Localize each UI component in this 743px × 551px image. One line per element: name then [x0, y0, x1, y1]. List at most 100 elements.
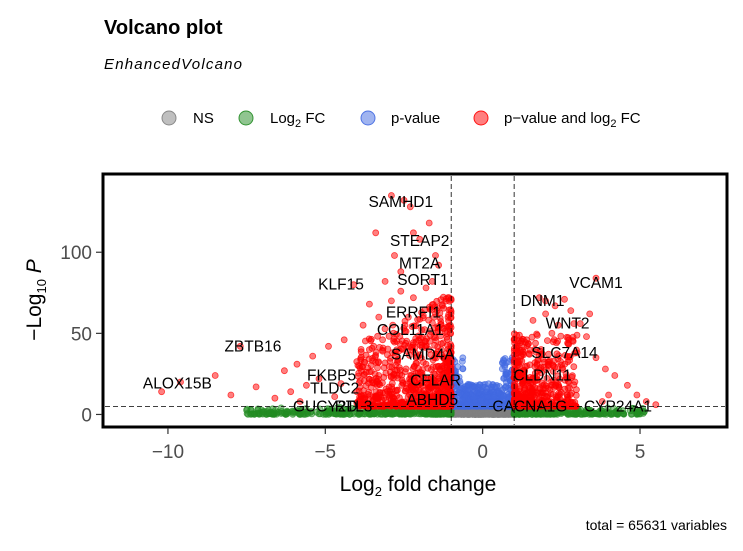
data-point — [570, 363, 578, 371]
gene-label: WNT2 — [546, 316, 590, 333]
gene-label: CFLAR — [410, 372, 461, 389]
data-point — [361, 410, 369, 418]
x-tick-label: −10 — [152, 442, 184, 463]
data-point — [447, 306, 454, 314]
data-point — [445, 317, 453, 325]
gene-label: TLDC2 — [310, 381, 359, 398]
data-point — [477, 396, 485, 404]
x-axis-title: Log2 fold change — [340, 473, 497, 499]
data-point — [456, 377, 464, 385]
y-tick-label: 0 — [81, 405, 92, 426]
chart-title: Volcano plot — [104, 17, 223, 39]
data-point — [362, 368, 370, 376]
data-point — [211, 372, 219, 379]
gene-label: SLC7A14 — [531, 345, 598, 362]
legend-item: p-value — [360, 110, 440, 127]
data-point — [333, 410, 340, 418]
data-point — [381, 359, 389, 367]
data-point — [390, 374, 398, 382]
data-point — [459, 396, 466, 404]
data-point — [537, 409, 544, 417]
data-point — [464, 380, 472, 388]
legend-label: Log2 FC — [270, 110, 325, 130]
data-point — [502, 368, 510, 376]
gene-label: ERRFI1 — [386, 304, 441, 321]
legend-label: p−value and log2 FC — [504, 110, 641, 130]
data-point — [445, 410, 453, 418]
data-point — [567, 400, 575, 408]
data-point — [573, 386, 580, 394]
data-point — [282, 408, 290, 416]
data-point — [387, 396, 395, 404]
data-point — [524, 340, 532, 348]
data-point — [567, 307, 575, 315]
gene-label: CYP24A1 — [584, 398, 652, 415]
data-point — [325, 342, 332, 350]
data-point — [355, 362, 363, 370]
data-point — [359, 321, 367, 329]
data-point — [367, 337, 375, 345]
data-point — [259, 408, 267, 416]
data-point — [583, 333, 590, 341]
data-point — [557, 332, 565, 340]
data-point — [443, 323, 451, 331]
data-point — [518, 335, 526, 343]
data-point — [605, 391, 612, 399]
data-point — [398, 371, 406, 379]
data-point — [397, 287, 405, 295]
data-point — [375, 380, 383, 388]
gene-label: ZBTB16 — [224, 338, 281, 355]
data-point — [372, 392, 380, 400]
data-point — [374, 332, 382, 340]
gene-label: COL11A1 — [377, 322, 444, 339]
data-point — [513, 331, 521, 339]
data-point — [483, 385, 491, 393]
data-point — [389, 410, 397, 418]
chart-subtitle: EnhancedVolcano — [104, 56, 243, 73]
data-point — [456, 409, 464, 416]
data-point — [355, 369, 363, 377]
data-point — [402, 409, 410, 417]
data-point — [382, 410, 390, 418]
data-point — [555, 389, 563, 397]
data-point — [526, 389, 534, 397]
data-point — [499, 392, 507, 400]
data-point — [577, 410, 584, 418]
gene-label: KLF15 — [318, 277, 364, 294]
data-point — [484, 393, 492, 401]
data-point — [409, 294, 417, 302]
legend-key — [473, 110, 489, 126]
legend-key — [161, 110, 177, 126]
legend: NS Log2 FC p-value p−value and log2 FC — [161, 110, 641, 130]
gene-label: SAMHD1 — [368, 194, 433, 211]
data-point — [634, 408, 642, 416]
data-point — [381, 325, 389, 333]
data-point — [280, 367, 288, 375]
gene-label: VCAM1 — [569, 275, 622, 292]
data-point — [343, 410, 351, 418]
data-point — [501, 361, 508, 369]
gene-label: CLDN11 — [513, 368, 571, 385]
data-point — [432, 410, 440, 418]
data-point — [271, 394, 279, 402]
caption: total = 65631 variables — [586, 517, 727, 533]
data-point — [529, 316, 537, 324]
data-point — [514, 357, 522, 365]
data-point — [572, 391, 580, 399]
legend-key — [360, 110, 376, 126]
data-point — [470, 410, 478, 418]
data-point — [593, 410, 601, 418]
data-point — [287, 388, 295, 396]
data-point — [315, 410, 323, 418]
legend-label: NS — [193, 110, 214, 127]
data-point — [611, 372, 619, 379]
data-point — [585, 408, 593, 416]
data-point — [610, 409, 618, 417]
data-point — [602, 410, 610, 418]
data-point — [370, 342, 378, 350]
data-point — [546, 386, 554, 394]
data-point — [640, 408, 648, 416]
gene-label: RTL3 — [335, 398, 373, 415]
data-point — [500, 375, 508, 382]
